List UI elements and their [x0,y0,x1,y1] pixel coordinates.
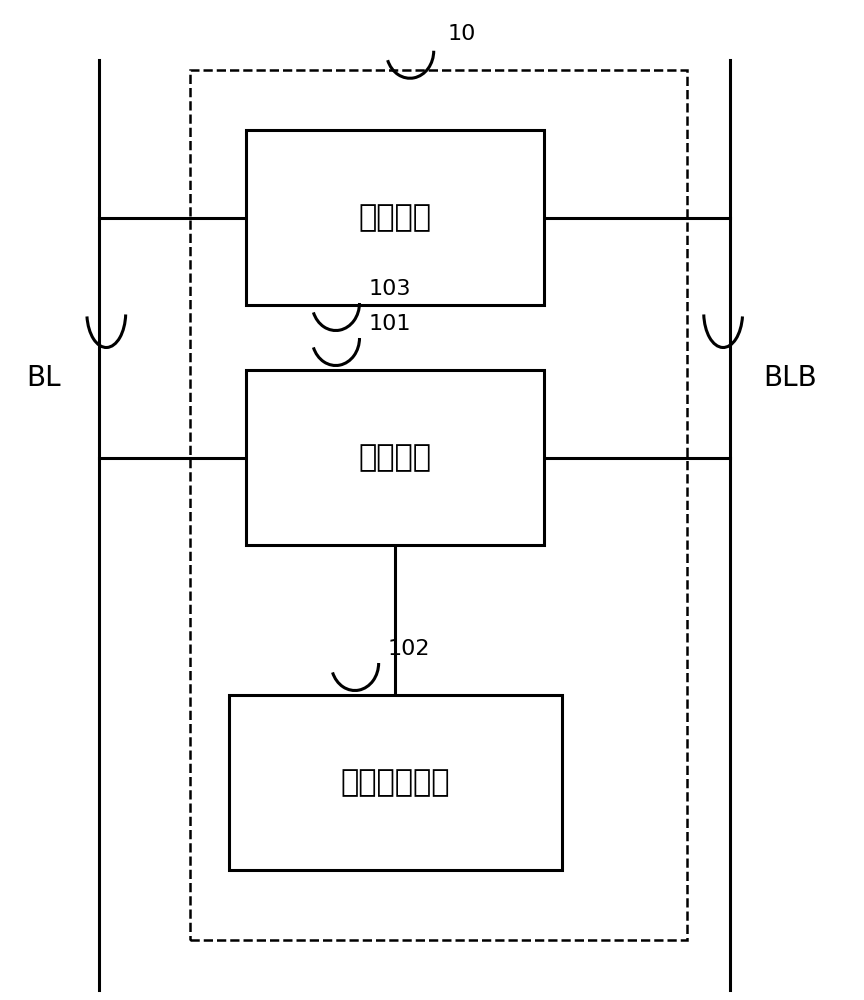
Bar [246,370,544,545]
Text: 101: 101 [368,314,410,334]
Bar [229,695,562,870]
Bar [190,70,687,940]
Text: BLB: BLB [764,364,817,392]
Bar [246,130,544,305]
Text: 102: 102 [387,639,429,659]
Text: 写入模块: 写入模块 [359,203,432,232]
Text: BL: BL [26,364,60,392]
Text: 10: 10 [448,24,475,44]
Text: 可控电源模块: 可控电源模块 [340,768,450,797]
Text: 103: 103 [368,279,410,299]
Text: 放大模块: 放大模块 [359,443,432,472]
